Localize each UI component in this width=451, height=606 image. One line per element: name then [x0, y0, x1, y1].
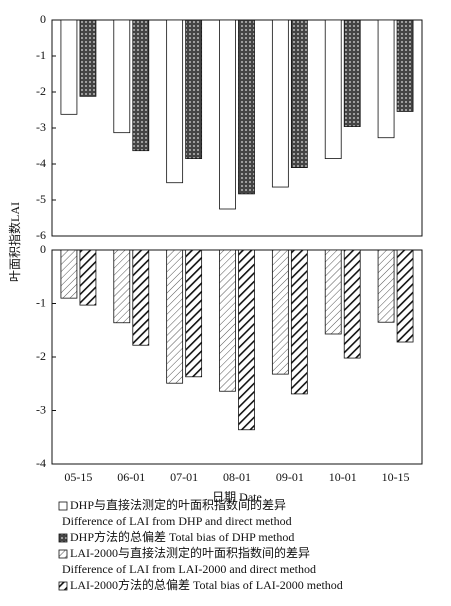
legend-swatch	[58, 581, 68, 591]
bar	[343, 249, 361, 359]
bar	[113, 249, 131, 324]
y-tick-label: -2	[36, 84, 46, 98]
y-tick-label: 0	[40, 12, 46, 26]
y-tick-label: -3	[36, 120, 46, 134]
legend-label: DHP与直接法测定的叶面积指数间的差异	[70, 497, 286, 512]
bar	[290, 249, 308, 395]
y-tick-label: -1	[36, 295, 46, 309]
bar	[377, 249, 395, 323]
bar	[79, 19, 97, 97]
y-tick-label: -5	[36, 192, 46, 206]
bar	[238, 249, 255, 431]
bar	[79, 249, 97, 306]
legend-label: Difference of LAI from DHP and direct me…	[62, 514, 292, 528]
y-tick-label: -6	[36, 228, 46, 242]
bar	[60, 249, 78, 299]
bar	[132, 249, 150, 346]
x-tick-label: 10-15	[382, 470, 410, 484]
bar	[113, 19, 131, 134]
bar	[219, 19, 236, 210]
y-tick-label: -4	[36, 456, 46, 470]
y-tick-label: 0	[40, 242, 46, 256]
x-tick-label: 07-01	[170, 470, 198, 484]
legend-label: Difference of LAI from LAI-2000 and dire…	[62, 562, 316, 576]
bar	[60, 19, 78, 115]
x-tick-label: 09-01	[276, 470, 304, 484]
panel-frame	[51, 249, 423, 465]
y-tick-label: -3	[36, 402, 46, 416]
bar	[238, 19, 255, 195]
bar	[377, 19, 395, 139]
x-tick-label: 05-15	[64, 470, 92, 484]
x-tick-label: 06-01	[117, 470, 145, 484]
y-tick-label: -4	[36, 156, 46, 170]
legend-swatch	[58, 533, 68, 543]
legend-swatch	[58, 501, 68, 511]
bar	[166, 19, 184, 184]
x-tick-label: 08-01	[223, 470, 251, 484]
x-axis-label: 日期 Date	[212, 490, 262, 504]
legend-label: DHP方法的总偏差 Total bias of DHP method	[70, 529, 294, 544]
legend-label: LAI-2000方法的总偏差 Total bias of LAI-2000 me…	[70, 577, 343, 592]
y-tick-label: -1	[36, 48, 46, 62]
legend-swatch	[58, 549, 68, 559]
bar	[166, 249, 184, 384]
x-tick-label: 10-01	[329, 470, 357, 484]
legend-label: LAI-2000与直接法测定的叶面积指数间的差异	[70, 545, 310, 560]
bar	[185, 249, 203, 378]
bar	[290, 19, 308, 169]
bar	[132, 19, 150, 152]
bar	[396, 249, 414, 343]
bar	[271, 249, 289, 375]
bar	[219, 249, 236, 392]
y-tick-label: -2	[36, 349, 46, 363]
bar	[271, 19, 289, 188]
bar	[324, 249, 342, 335]
bar	[396, 19, 414, 112]
y-axis-label: 叶面积指数LAI	[7, 202, 22, 282]
bar	[324, 19, 342, 160]
bar	[185, 19, 203, 160]
bar	[343, 19, 361, 127]
panel-frame	[51, 19, 423, 237]
